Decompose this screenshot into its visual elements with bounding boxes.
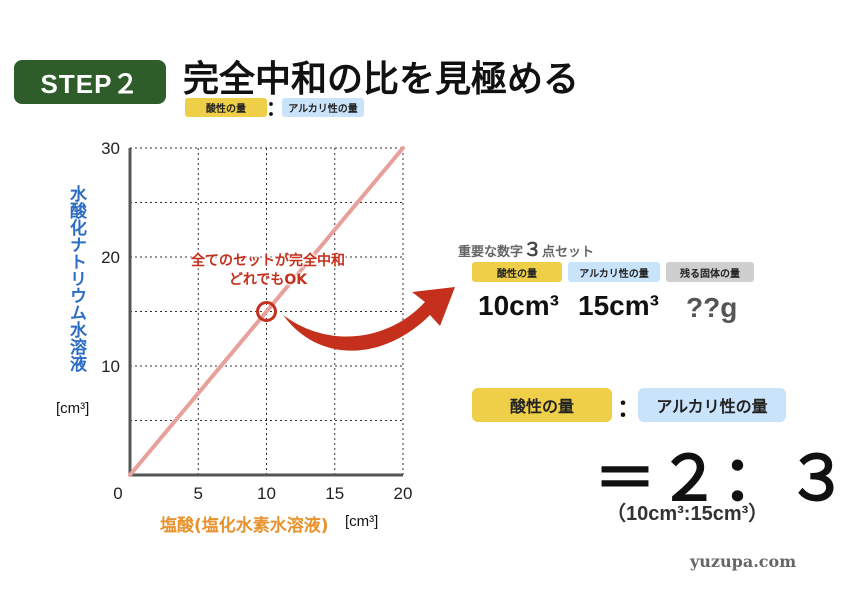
y-tick-label: 10 — [101, 357, 120, 376]
step-badge: STEP２ — [14, 60, 166, 104]
page-title: 完全中和の比を見極める — [183, 59, 580, 100]
watermark: yuzupa.com — [690, 552, 797, 571]
x-tick-label: 20 — [394, 484, 413, 503]
ratio-label-colon: ： — [617, 394, 641, 422]
proportional-line — [128, 146, 405, 477]
key-title-suffix: 点セット — [542, 245, 595, 260]
x-tick-label: 10 — [257, 484, 276, 503]
y-axis-unit: [cm³] — [56, 400, 90, 417]
header-colon: ： — [266, 96, 286, 120]
x-axis-unit: [cm³] — [345, 513, 379, 530]
solid-chip: 残る固体の量 — [666, 262, 754, 282]
ratio-result: ＝２：３ — [594, 445, 842, 514]
key-title-number: ３ — [523, 239, 543, 261]
alkali-chip: アルカリ性の量 — [568, 262, 660, 282]
x-tick-label: 0 — [113, 484, 122, 503]
axes — [128, 148, 403, 477]
acid-value: 10cm³ — [478, 290, 559, 321]
highlight-point — [256, 301, 277, 322]
y-axis-label: 水酸化ナトリウム水溶液 — [66, 185, 86, 372]
x-axis-label: 塩酸(塩化水素水溶液) — [160, 516, 329, 536]
x-tick-label: 15 — [325, 484, 344, 503]
ratio-detail: （10cm³:15cm³） — [606, 503, 769, 525]
y-tick-label: 30 — [101, 139, 120, 158]
solid-value: ??g — [686, 292, 738, 323]
key-title-prefix: 重要な数字 — [458, 245, 524, 260]
alkali-ratio-label: アルカリ性の量 — [638, 388, 786, 422]
callout-line-1: 全てのセットが完全中和 — [191, 253, 345, 269]
x-tick-label: 5 — [194, 484, 203, 503]
key-values-title: 重要な数字３点セット — [458, 235, 594, 262]
callout-text: 全てのセットが完全中和 どれでもOK — [168, 252, 368, 290]
series — [128, 146, 405, 477]
alkali-chip-header: アルカリ性の量 — [282, 98, 364, 117]
acid-chip: 酸性の量 — [472, 262, 562, 282]
acid-ratio-label: 酸性の量 — [472, 388, 612, 422]
y-tick-label: 20 — [101, 248, 120, 267]
alkali-value: 15cm³ — [578, 290, 659, 321]
tick-labels: 0 5 10 15 20 10 20 30 — [101, 139, 412, 503]
arrow-icon — [283, 287, 455, 351]
arrow — [283, 287, 455, 351]
callout-line-2: どれでもOK — [228, 272, 308, 288]
acid-chip-header: 酸性の量 — [185, 98, 267, 117]
